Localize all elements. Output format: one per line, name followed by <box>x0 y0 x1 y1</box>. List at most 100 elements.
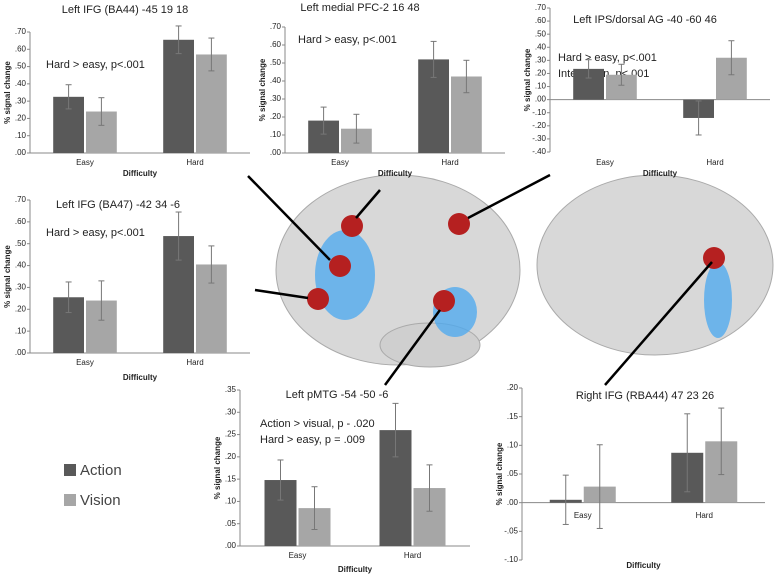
y-tick-label: .50 <box>15 239 27 248</box>
chart-title: Right IFG (RBA44) 47 23 26 <box>576 390 714 402</box>
y-tick-label: .20 <box>225 452 237 461</box>
chart-title: Left pMTG -54 -50 -6 <box>286 389 389 401</box>
y-tick-label: .00 <box>535 95 547 104</box>
annotation: Action > visual, p - .020 <box>260 418 375 430</box>
y-tick-label: .00 <box>15 348 27 357</box>
y-tick-label: .30 <box>225 407 237 416</box>
arrow <box>247 175 331 261</box>
arrow <box>467 173 551 220</box>
y-tick-label: .35 <box>225 385 237 394</box>
y-tick-label: .05 <box>507 469 519 478</box>
chart-title: Left IFG (BA44) -45 19 18 <box>62 4 189 16</box>
chart-title: Left medial PFC-2 16 48 <box>300 2 419 14</box>
y-tick-label: .40 <box>270 76 282 85</box>
x-tick-label: Hard <box>404 551 421 560</box>
y-tick-label: .10 <box>535 82 547 91</box>
y-tick-label: .30 <box>270 94 282 103</box>
x-tick-label: Hard <box>186 358 203 367</box>
y-tick-label: .20 <box>535 69 547 78</box>
legend-swatch <box>64 464 76 476</box>
y-tick-label: .15 <box>507 412 519 421</box>
roi-sphere <box>433 290 455 312</box>
y-tick-label: .00 <box>270 148 282 157</box>
y-tick-label: .60 <box>270 40 282 49</box>
legend-label: Action <box>80 462 122 479</box>
y-tick-label: -.05 <box>504 526 518 535</box>
annotation: Hard > easy, p<.001 <box>46 59 145 71</box>
y-axis-label: % signal change <box>3 61 12 124</box>
y-tick-label: .25 <box>225 430 237 439</box>
y-tick-label: .40 <box>15 261 27 270</box>
activation <box>704 262 732 338</box>
roi-sphere <box>329 255 351 277</box>
y-axis-label: % signal change <box>523 48 532 111</box>
y-tick-label: .05 <box>225 519 237 528</box>
y-tick-label: .00 <box>507 498 519 507</box>
y-tick-label: .50 <box>535 29 547 38</box>
roi-sphere <box>448 213 470 235</box>
x-tick-label: Easy <box>289 551 307 560</box>
y-tick-label: .50 <box>15 62 27 71</box>
roi-sphere <box>703 247 725 269</box>
arrow <box>383 309 442 386</box>
brain-right <box>536 174 774 356</box>
y-tick-label: .00 <box>15 148 27 157</box>
y-tick-label: .10 <box>225 497 237 506</box>
x-tick-label: Hard <box>186 158 203 167</box>
brain-left <box>275 174 521 368</box>
roi-sphere <box>307 288 329 310</box>
annotation: Hard > easy, p<.001 <box>558 52 657 64</box>
y-tick-label: .10 <box>15 131 27 140</box>
chart-title: Left IFG (BA47) -42 34 -6 <box>56 199 180 211</box>
x-tick-label: Easy <box>76 358 94 367</box>
x-tick-label: Easy <box>574 511 592 520</box>
y-tick-label: -.20 <box>532 121 546 130</box>
y-tick-label: .70 <box>535 3 547 12</box>
y-tick-label: .60 <box>535 16 547 25</box>
x-tick-label: Easy <box>596 158 614 167</box>
y-tick-label: .10 <box>270 130 282 139</box>
y-tick-label: .30 <box>15 96 27 105</box>
y-tick-label: -.10 <box>532 108 546 117</box>
y-tick-label: -.30 <box>532 134 546 143</box>
y-tick-label: .70 <box>15 195 27 204</box>
roi-sphere <box>341 215 363 237</box>
x-tick-label: Easy <box>331 158 349 167</box>
x-axis-label: Difficulty <box>123 169 158 178</box>
x-tick-label: Easy <box>76 158 94 167</box>
annotation: Hard > easy, p<.001 <box>298 34 397 46</box>
y-tick-label: .60 <box>15 44 27 53</box>
x-axis-label: Difficulty <box>626 561 661 570</box>
y-tick-label: -.10 <box>504 555 518 564</box>
arrow <box>254 288 309 300</box>
x-axis-label: Difficulty <box>378 169 413 178</box>
y-tick-label: .50 <box>270 58 282 67</box>
arrow <box>604 261 713 386</box>
chart-title: Left IPS/dorsal AG -40 -60 46 <box>573 14 717 26</box>
y-tick-label: .70 <box>270 22 282 31</box>
y-tick-label: -.40 <box>532 147 546 156</box>
y-tick-label: .15 <box>225 474 237 483</box>
x-axis-label: Difficulty <box>338 565 373 574</box>
x-axis-label: Difficulty <box>643 169 678 178</box>
y-tick-label: .60 <box>15 217 27 226</box>
y-tick-label: .20 <box>15 304 27 313</box>
arrow <box>355 189 381 219</box>
y-tick-label: .70 <box>15 27 27 36</box>
arrows <box>247 173 713 386</box>
y-axis-label: % signal change <box>213 436 222 499</box>
legend-label: Vision <box>80 492 121 509</box>
y-tick-label: .30 <box>535 55 547 64</box>
y-tick-label: .10 <box>15 326 27 335</box>
y-tick-label: .40 <box>15 79 27 88</box>
x-axis-label: Difficulty <box>123 373 158 382</box>
y-axis-label: % signal change <box>258 58 267 121</box>
y-tick-label: .20 <box>15 114 27 123</box>
y-axis-label: % signal change <box>495 442 504 505</box>
y-tick-label: .00 <box>225 541 237 550</box>
y-tick-label: .10 <box>507 440 519 449</box>
annotation: Hard > easy, p = .009 <box>260 434 365 446</box>
bar <box>163 39 194 153</box>
legend-swatch <box>64 494 76 506</box>
